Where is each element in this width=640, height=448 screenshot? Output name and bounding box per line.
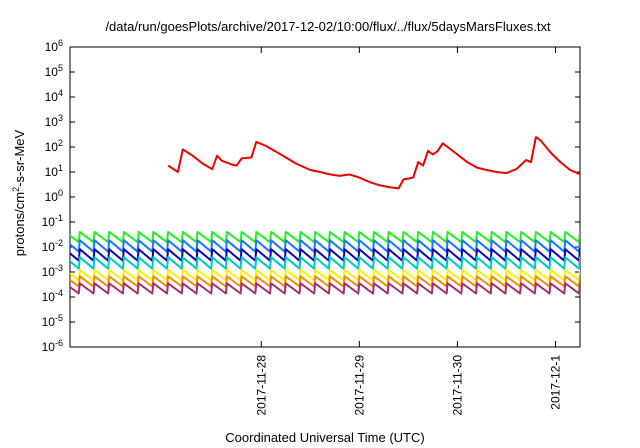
series-line [70, 230, 580, 244]
y-tick-label: 100 [45, 188, 63, 204]
series-line [70, 248, 580, 262]
y-axis-label: protons/cm2-s-sr-MeV [11, 129, 27, 256]
y-tick-label: 10-6 [42, 338, 63, 354]
x-axis: 2017-11-282017-11-292017-11-302017-12-12… [254, 47, 562, 416]
series-line [70, 269, 580, 282]
series-line [70, 256, 580, 270]
x-tick-label: 2017-11-30 [450, 355, 464, 416]
y-tick-label: 102 [45, 138, 63, 154]
y-tick-label: 105 [45, 63, 63, 79]
y-tick-label: 101 [45, 163, 63, 179]
x-tick-label: 2017-11-28 [254, 355, 268, 416]
series-line [70, 282, 580, 295]
x-tick-label: 2017-11-29 [352, 355, 366, 416]
y-tick-label: 106 [45, 38, 63, 54]
y-tick-label: 10-3 [42, 263, 63, 279]
y-tick-label: 104 [45, 88, 63, 104]
y-tick-label: 10-2 [42, 238, 63, 254]
plot-frame [69, 46, 581, 348]
y-tick-label: 103 [45, 113, 63, 129]
x-axis-label: Coordinated Universal Time (UTC) [225, 430, 424, 445]
chart-title: /data/run/goesPlots/archive/2017-12-02/1… [105, 19, 551, 34]
y-tick-label: 10-5 [42, 313, 63, 329]
series-line [70, 275, 580, 288]
y-tick-label: 10-4 [42, 288, 63, 304]
y-tick-label: 10-1 [42, 213, 63, 229]
series-line [167, 136, 580, 190]
x-tick-label: 2017-12-1 [548, 355, 562, 410]
y-axis: 10-6 10-5 10-4 10-3 10-2 10-1 100 101 102 103 104 1… [42, 38, 580, 354]
series-line [70, 239, 580, 253]
series-group [70, 136, 580, 295]
